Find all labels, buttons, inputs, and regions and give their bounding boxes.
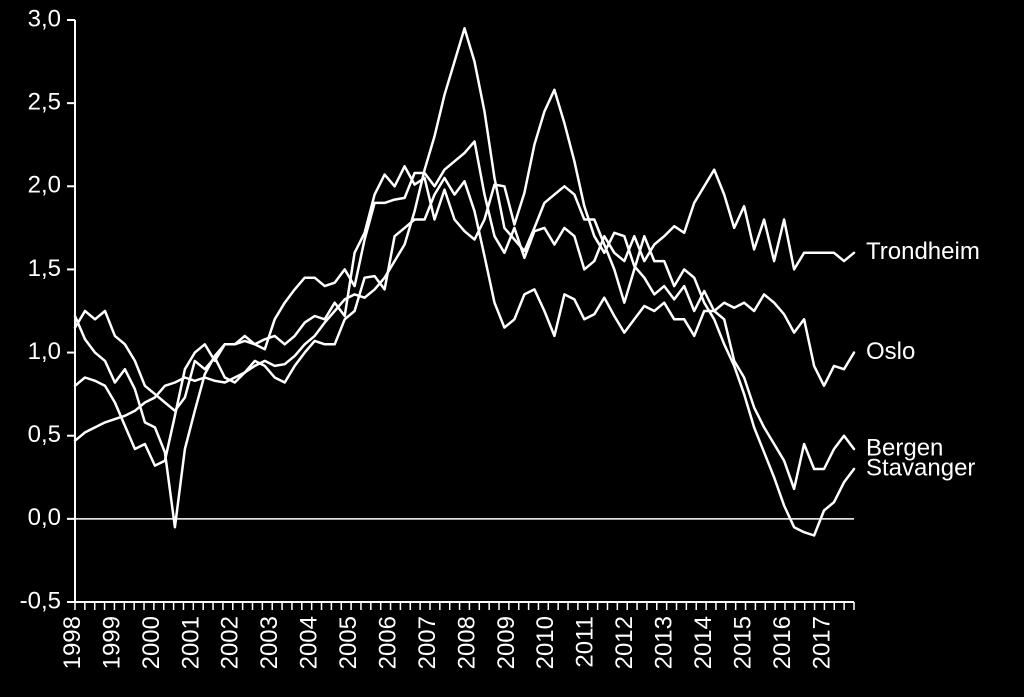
x-tick-label: 2010 [532, 616, 559, 669]
y-tick-label: 1,5 [28, 255, 61, 282]
x-tick-label: 2007 [414, 616, 441, 669]
series-label-oslo: Oslo [866, 338, 915, 365]
x-tick-label: 2014 [690, 616, 717, 669]
x-tick-label: 2008 [453, 616, 480, 669]
y-tick-label: 1,0 [28, 338, 61, 365]
x-tick-label: 2000 [138, 616, 165, 669]
y-tick-label: 3,0 [28, 5, 61, 32]
x-tick-label: 2012 [611, 616, 638, 669]
x-tick-label: 2011 [572, 616, 599, 668]
x-tick-label: 2005 [335, 616, 362, 669]
x-tick-label: 2001 [177, 616, 204, 669]
x-tick-label: 2006 [374, 616, 401, 669]
x-tick-label: 2004 [296, 616, 323, 669]
series-label-trondheim: Trondheim [866, 238, 980, 265]
y-tick-label: 0,5 [28, 421, 61, 448]
x-tick-label: 1999 [98, 616, 125, 669]
y-tick-label: 2,0 [28, 172, 61, 199]
x-tick-label: 2017 [808, 616, 835, 669]
x-tick-label: 2003 [256, 616, 283, 669]
line-chart: -0,5 0,0 0,5 1,0 1,5 2,0 2,5 3,0 1998 1999 2000 200… [0, 0, 1024, 697]
x-tick-label: 2016 [769, 616, 796, 669]
x-tick-label: 2002 [217, 616, 244, 669]
series-label-stavanger: Stavanger [866, 454, 975, 481]
y-tick-label: 0,0 [28, 504, 61, 531]
chart-svg: -0,5 0,0 0,5 1,0 1,5 2,0 2,5 3,0 1998 1999 2000 200… [0, 0, 1024, 697]
x-tick-label: 2015 [729, 616, 756, 669]
x-tick-label: 1998 [59, 616, 86, 669]
x-tick-label: 2009 [493, 616, 520, 669]
y-tick-label: 2,5 [28, 88, 61, 115]
y-tick-label: -0,5 [20, 587, 61, 614]
x-tick-label: 2013 [651, 616, 678, 669]
